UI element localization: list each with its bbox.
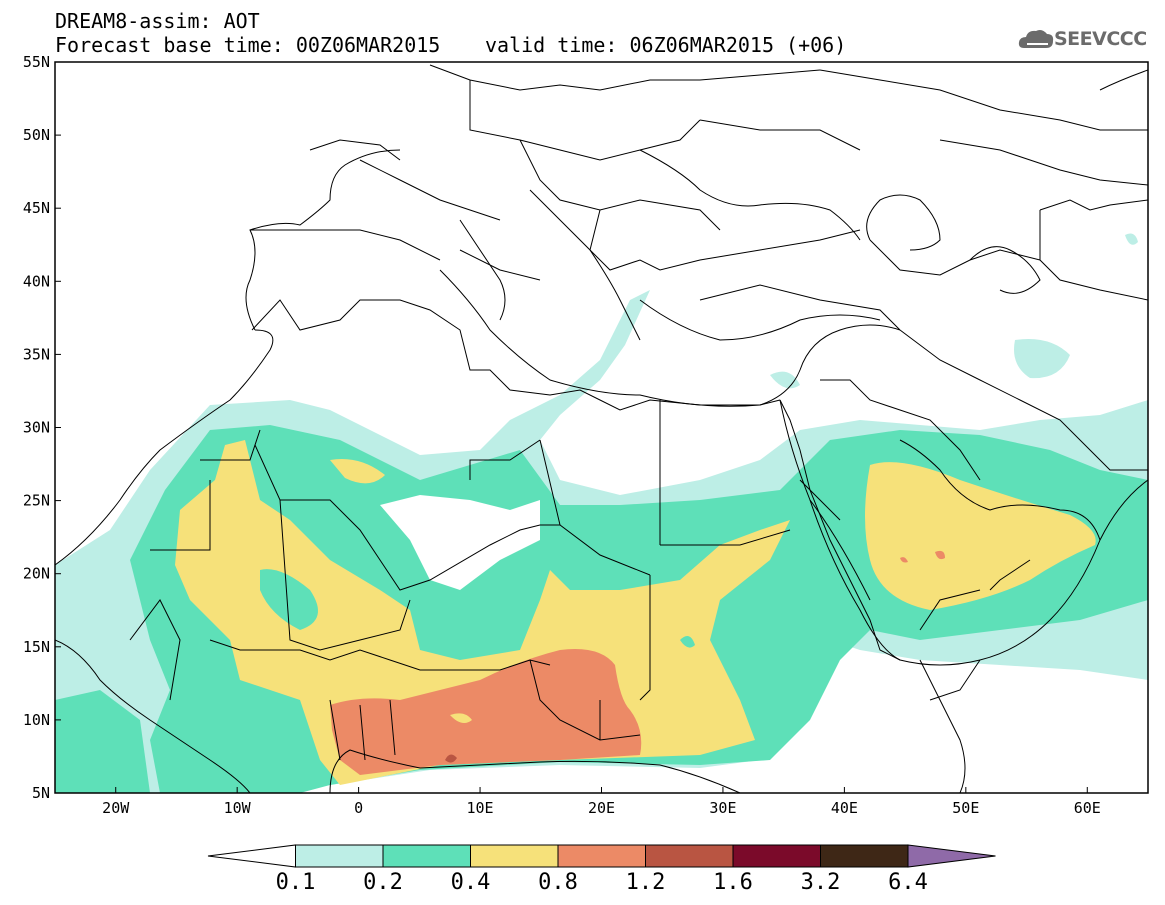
colorbar-swatch: [557, 844, 646, 868]
lat-tick-label: 10N: [23, 711, 50, 729]
colorbar-swatch: [732, 844, 821, 868]
lon-tick-label: 20E: [588, 799, 615, 817]
latitude-axis: 55N 50N 45N 40N 35N 30N 25N 20N 15N 10N 5N: [23, 53, 61, 802]
lon-tick-label: 30E: [709, 799, 736, 817]
lon-tick-label: 20W: [102, 799, 130, 817]
lat-tick-label: 15N: [23, 638, 50, 656]
lat-tick-label: 25N: [23, 492, 50, 510]
country-boundaries: [129, 64, 1148, 761]
colorbar-label: 0.1: [275, 870, 316, 895]
colorbar-label: 3.2: [800, 870, 841, 895]
colorbar-label: 0.4: [450, 870, 491, 895]
lat-tick-label: 30N: [23, 419, 50, 437]
lat-tick-label: 50N: [23, 126, 50, 144]
colorbar-swatch: [645, 844, 734, 868]
lat-tick-label: 40N: [23, 272, 50, 290]
lon-tick-label: 10W: [224, 799, 252, 817]
aot-field: [55, 233, 1148, 793]
lat-tick-label: 5N: [32, 784, 50, 802]
lat-tick-label: 20N: [23, 565, 50, 583]
colorbar-swatch: [295, 844, 384, 868]
lon-tick-label: 50E: [952, 799, 979, 817]
colorbar-label: 0.2: [363, 870, 403, 895]
lat-tick-label: 45N: [23, 199, 50, 217]
cloud-logo-icon: [1018, 30, 1054, 48]
colorbar-label: 0.8: [538, 870, 578, 895]
colorbar-label: 1.6: [713, 870, 753, 895]
map-title: DREAM8-assim: AOT: [55, 9, 260, 33]
colorbar-swatch: [382, 844, 471, 868]
lat-tick-label: 55N: [23, 53, 50, 71]
logo-text: SEEVCCC: [1054, 28, 1147, 50]
colorbar-label: 1.2: [625, 870, 666, 895]
colorbar-swatch: [820, 844, 909, 868]
lon-tick-label: 0: [354, 799, 363, 817]
colorbar-label: 6.4: [888, 870, 928, 895]
valid-time: valid time: 06Z06MAR2015 (+06): [485, 33, 847, 57]
lon-tick-label: 10E: [467, 799, 494, 817]
longitude-axis: 20W 10W 0 10E 20E 30E 40E 50E 60E: [102, 787, 1101, 817]
lon-tick-label: 60E: [1074, 799, 1101, 817]
colorbar: [207, 844, 996, 868]
colorbar-swatch: [207, 844, 296, 868]
lat-tick-label: 35N: [23, 345, 50, 363]
coastlines: [55, 69, 1148, 793]
colorbar-swatch: [470, 844, 559, 868]
lon-tick-label: 40E: [831, 799, 858, 817]
colorbar-swatch: [907, 844, 996, 868]
forecast-base-time: Forecast base time: 00Z06MAR2015: [55, 33, 441, 57]
